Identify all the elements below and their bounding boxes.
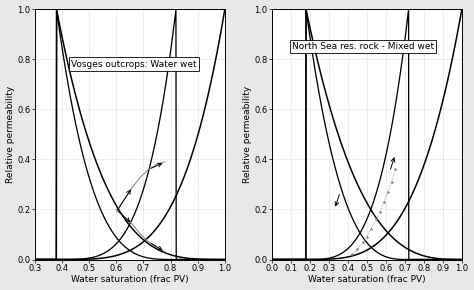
- X-axis label: Water saturation (frac PV): Water saturation (frac PV): [308, 276, 426, 284]
- Y-axis label: Relative permeability: Relative permeability: [6, 86, 15, 183]
- Text: Vosges outcrops: Water wet: Vosges outcrops: Water wet: [71, 60, 196, 69]
- Y-axis label: Relative permeability: Relative permeability: [243, 86, 252, 183]
- Text: North Sea res. rock - Mixed wet: North Sea res. rock - Mixed wet: [292, 42, 434, 51]
- X-axis label: Water saturation (frac PV): Water saturation (frac PV): [71, 276, 189, 284]
